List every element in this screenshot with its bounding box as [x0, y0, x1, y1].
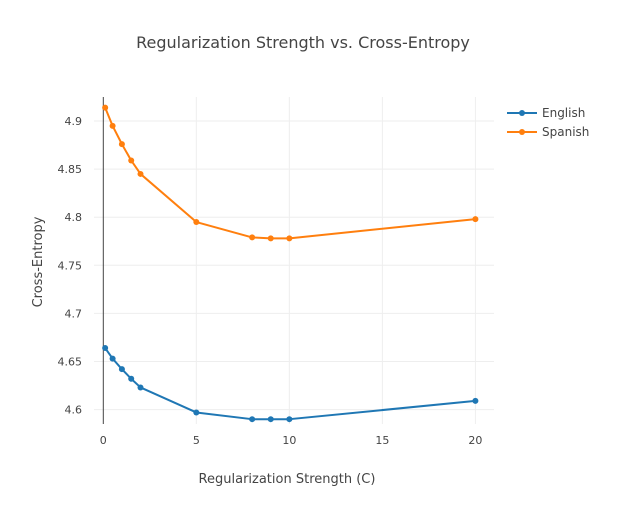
data-point-english	[267, 416, 274, 423]
series-spanish	[102, 104, 479, 242]
data-point-spanish	[128, 157, 135, 164]
data-point-spanish	[286, 235, 293, 242]
y-tick-labels: 4.6 4.65 4.7 4.75 4.8 4.85 4.9	[58, 115, 83, 417]
data-point-spanish	[249, 234, 256, 241]
y-tick-label: 4.8	[65, 211, 83, 224]
data-point-english	[286, 416, 293, 423]
data-point-spanish	[193, 219, 200, 226]
data-point-english	[472, 397, 479, 404]
data-point-english	[193, 409, 200, 416]
data-point-english	[102, 345, 109, 352]
data-point-spanish	[118, 141, 125, 148]
series-layer	[102, 104, 479, 423]
x-tick-labels: 0 5 10 15 20	[100, 434, 483, 447]
data-point-english	[128, 375, 135, 382]
data-point-spanish	[102, 104, 109, 111]
y-axis-label: Cross-Entropy	[31, 216, 46, 307]
legend-swatch-marker	[519, 110, 525, 116]
y-tick-label: 4.9	[65, 115, 83, 128]
data-point-spanish	[267, 235, 274, 242]
legend-label: English	[542, 106, 585, 120]
series-english	[102, 345, 479, 423]
legend-item-spanish[interactable]: Spanish	[507, 125, 589, 139]
x-axis-label: Regularization Strength (C)	[199, 472, 376, 487]
x-tick-label: 0	[100, 434, 107, 447]
data-point-spanish	[109, 122, 116, 129]
x-tick-label: 20	[468, 434, 482, 447]
y-tick-label: 4.6	[65, 404, 83, 417]
data-point-english	[137, 384, 144, 391]
data-point-english	[249, 416, 256, 423]
legend-label: Spanish	[542, 125, 589, 139]
grid-lines	[94, 97, 494, 424]
chart-title: Regularization Strength vs. Cross-Entrop…	[136, 33, 470, 52]
data-point-spanish	[472, 216, 479, 223]
x-tick-label: 10	[282, 434, 296, 447]
data-point-english	[109, 355, 116, 362]
x-tick-label: 5	[193, 434, 200, 447]
data-point-english	[118, 366, 125, 373]
y-tick-label: 4.65	[58, 355, 83, 368]
legend: English Spanish	[507, 106, 589, 139]
x-tick-label: 15	[375, 434, 389, 447]
y-tick-label: 4.85	[58, 163, 83, 176]
legend-swatch-marker	[519, 129, 525, 135]
y-tick-label: 4.75	[58, 259, 83, 272]
legend-item-english[interactable]: English	[507, 106, 585, 120]
data-point-spanish	[137, 170, 144, 177]
series-line-english	[104, 347, 476, 421]
y-tick-label: 4.7	[65, 307, 83, 320]
series-line-spanish	[104, 107, 476, 240]
